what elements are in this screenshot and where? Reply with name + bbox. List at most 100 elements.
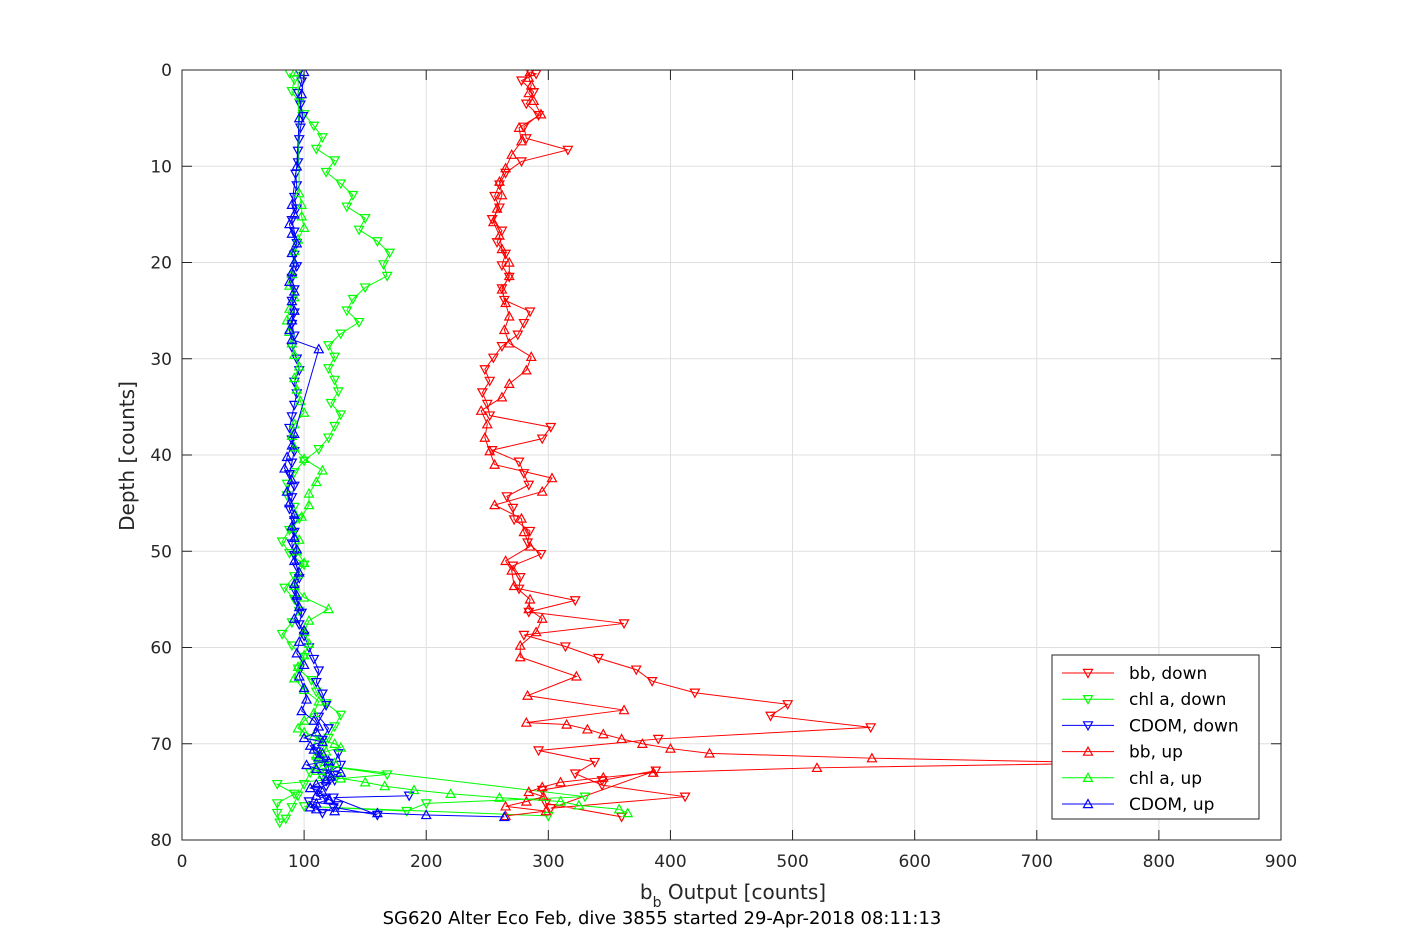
data-point [298, 779, 310, 790]
data-point [514, 651, 526, 662]
data-point [518, 469, 530, 480]
data-point [283, 326, 295, 336]
data-point [281, 479, 293, 490]
y-axis-label: Depth [counts] [115, 381, 139, 531]
data-point [579, 792, 591, 803]
data-point [545, 422, 557, 433]
data-point [293, 360, 305, 371]
data-point [371, 237, 383, 248]
legend-label: bb, down [1129, 664, 1207, 684]
data-point [320, 699, 332, 710]
data-point [518, 318, 530, 329]
data-point [536, 434, 548, 445]
legend-swatch-marker [1082, 668, 1094, 679]
data-point [288, 789, 300, 800]
data-point [503, 310, 515, 321]
legend-label: chl a, up [1129, 769, 1202, 789]
data-point [320, 167, 332, 178]
data-point [288, 612, 300, 623]
data-point [570, 670, 582, 681]
data-point [283, 497, 295, 508]
legend-label: CDOM, up [1129, 795, 1214, 815]
data-point [523, 786, 535, 797]
data-point [323, 724, 335, 735]
data-point [704, 747, 716, 758]
x-tick-label: 100 [288, 852, 320, 872]
data-point [650, 766, 662, 777]
data-point [401, 806, 413, 817]
data-point [303, 499, 315, 510]
data-point [503, 337, 515, 348]
y-tick-label: 60 [150, 639, 172, 659]
data-point [500, 297, 512, 308]
data-point [866, 752, 878, 763]
data-point [503, 270, 515, 281]
data-point [310, 778, 322, 789]
data-point [535, 549, 547, 560]
data-point [288, 349, 300, 360]
data-point [341, 306, 353, 317]
data-point [316, 464, 328, 475]
data-point [296, 88, 308, 99]
data-point [293, 670, 305, 681]
data-point [522, 689, 534, 700]
data-point [286, 412, 298, 423]
data-point [520, 99, 532, 110]
data-point [518, 526, 530, 537]
data-point [523, 603, 535, 614]
data-point [332, 749, 344, 760]
data-point [353, 225, 365, 236]
data-point [320, 781, 332, 792]
data-point [323, 755, 335, 766]
data-point [293, 635, 305, 646]
data-point [283, 276, 295, 286]
data-point [288, 400, 300, 411]
data-point [573, 799, 585, 810]
data-point [316, 786, 328, 797]
data-point [298, 732, 310, 743]
data-point [555, 776, 567, 787]
data-point [291, 545, 303, 556]
data-point [646, 676, 658, 687]
data-point [293, 601, 305, 612]
data-point [329, 805, 341, 816]
data-point [524, 526, 536, 537]
data-point [513, 457, 525, 468]
data-point [546, 472, 558, 483]
data-point [514, 573, 526, 583]
data-point [523, 71, 535, 82]
data-point [689, 688, 701, 699]
data-point [496, 243, 508, 254]
data-point [484, 445, 496, 456]
data-point [636, 738, 648, 748]
data-point [313, 666, 325, 677]
data-point [384, 248, 396, 259]
data-point [298, 222, 310, 233]
data-point [489, 499, 501, 510]
data-point [489, 458, 501, 469]
data-point [298, 591, 310, 602]
data-point [298, 560, 310, 571]
data-point [341, 202, 353, 213]
data-point [276, 537, 288, 548]
legend-swatch-marker [1082, 772, 1094, 782]
data-point [493, 175, 506, 186]
series-layer [271, 70, 1128, 829]
data-point [613, 803, 625, 814]
data-point [286, 247, 298, 258]
legend-label: bb, up [1129, 743, 1183, 763]
data-point [506, 564, 518, 575]
data-point [288, 285, 300, 296]
series-line [284, 71, 505, 818]
x-tick-label: 400 [654, 852, 686, 872]
series-clip-group [271, 70, 1128, 829]
data-point [811, 762, 823, 773]
data-point [508, 515, 520, 526]
legend-label: chl a, down [1129, 690, 1226, 710]
data-point [481, 418, 493, 429]
data-point [581, 723, 593, 734]
data-point [288, 192, 300, 203]
data-point [592, 653, 604, 664]
data-point [288, 580, 300, 591]
data-point [308, 654, 320, 665]
